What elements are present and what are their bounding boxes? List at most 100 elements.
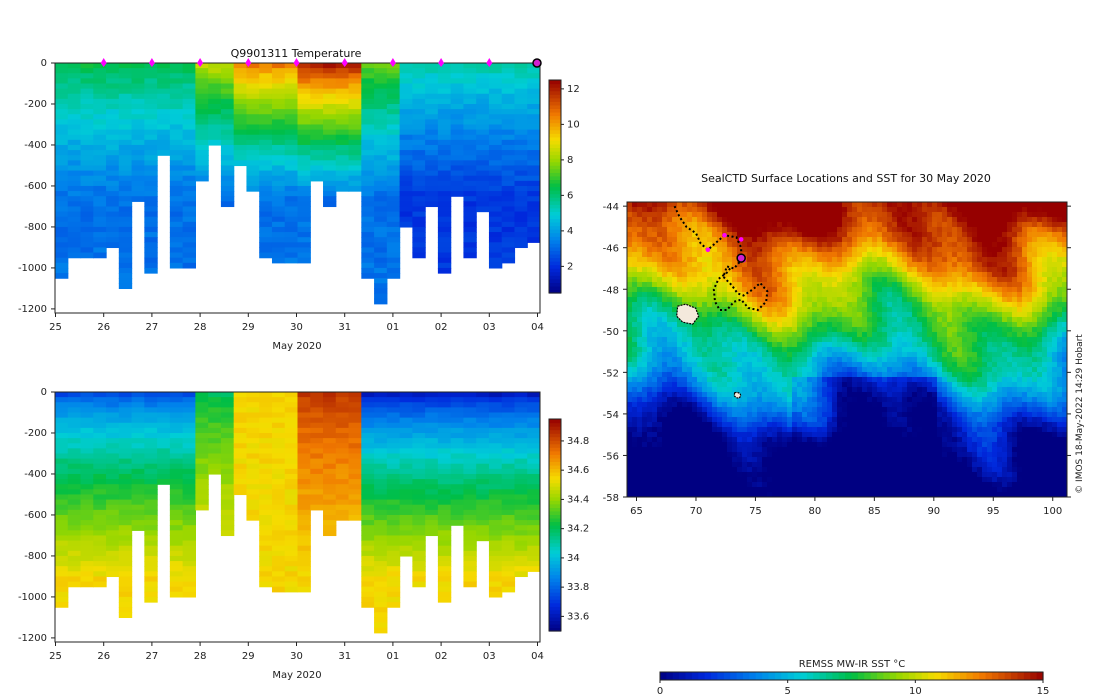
profile-cell <box>399 458 413 465</box>
profile-cell <box>106 555 120 562</box>
sst-pixel <box>997 267 1003 273</box>
profile-cell <box>323 448 337 455</box>
profile-cell <box>93 124 107 131</box>
sst-pixel <box>642 272 648 278</box>
colorbar-segment <box>549 613 561 618</box>
profile-cell <box>374 397 388 403</box>
profile-cell <box>399 191 413 197</box>
profile-cell <box>55 530 69 537</box>
profile-cell <box>284 463 299 470</box>
profile-cell <box>182 448 196 455</box>
sst-pixel <box>657 312 663 318</box>
sst-pixel <box>937 317 943 323</box>
sst-pixel <box>667 207 673 213</box>
colorbar-segment <box>549 268 561 273</box>
sst-pixel <box>822 222 828 228</box>
sst-pixel <box>717 287 723 293</box>
profile-cell <box>118 443 133 449</box>
colorbar-segment <box>549 136 561 141</box>
profile-cell <box>118 484 133 490</box>
sst-pixel <box>747 317 753 323</box>
sst-pixel <box>632 262 638 268</box>
profile-cell <box>144 262 158 269</box>
sst-pixel <box>972 312 978 318</box>
profile-cell <box>284 257 299 264</box>
sst-pixel <box>922 272 928 278</box>
sst-pixel <box>847 202 853 208</box>
profile-cell <box>284 581 299 588</box>
profile-cell <box>514 540 528 547</box>
sst-pixel <box>947 277 953 283</box>
profile-cell <box>527 432 540 439</box>
sst-pixel <box>1002 222 1008 228</box>
profile-cell <box>80 514 94 521</box>
sst-pixel <box>1007 202 1013 208</box>
profile-cell <box>425 514 439 521</box>
sst-pixel <box>952 307 958 313</box>
sst-pixel <box>852 262 858 268</box>
profile-cell <box>297 571 311 578</box>
sst-pixel <box>922 277 928 283</box>
profile-cell <box>323 180 337 187</box>
profile-cell <box>144 144 158 151</box>
profile-cell <box>259 479 273 485</box>
profile-cell <box>131 103 145 110</box>
profile-cell <box>488 571 503 578</box>
profile-cell <box>335 103 350 110</box>
profile-cell <box>386 88 401 95</box>
sst-pixel <box>792 227 798 233</box>
profile-cell <box>195 468 209 475</box>
profile-cell <box>67 576 82 583</box>
sst-pixel <box>912 242 918 248</box>
profile-cell <box>118 596 133 603</box>
profile-cell <box>93 402 107 408</box>
profile-cell <box>514 129 528 136</box>
profile-cell <box>169 252 184 259</box>
sst-pixel <box>767 242 773 248</box>
sst-pixel <box>812 252 818 258</box>
profile-cell <box>271 63 286 69</box>
profile-cell <box>412 83 426 90</box>
sst-pixel <box>772 227 778 233</box>
sst-pixel <box>1047 302 1053 308</box>
profile-cell <box>195 78 209 85</box>
profile-cell <box>399 514 413 521</box>
profile-cell <box>437 98 452 105</box>
sst-pixel <box>807 297 813 303</box>
sst-pixel <box>967 322 973 328</box>
profile-cell <box>284 103 299 110</box>
profile-cell <box>118 114 133 120</box>
sst-pixel <box>777 202 783 208</box>
profile-cell <box>412 432 426 439</box>
sst-pixel <box>702 217 708 223</box>
sst-pixel <box>942 212 948 218</box>
sst-pixel <box>687 297 693 303</box>
profile-cell <box>233 68 248 74</box>
sst-pixel <box>807 322 813 328</box>
profile-cell <box>271 473 286 480</box>
sst-pixel <box>667 312 673 318</box>
profile-cell <box>361 98 375 105</box>
sst-pixel <box>1002 292 1008 298</box>
sst-pixel <box>852 272 858 278</box>
profile-cell <box>297 407 311 414</box>
profile-cell <box>93 438 107 444</box>
profile-cell <box>310 422 324 429</box>
sst-pixel <box>1002 272 1008 278</box>
profile-cell <box>450 114 465 120</box>
sst-pixel <box>882 272 888 278</box>
sst-pixel <box>927 307 933 313</box>
sst-pixel <box>737 212 743 218</box>
sst-pixel <box>1057 287 1063 293</box>
profile-cell <box>463 211 477 218</box>
sst-pixel <box>902 262 908 268</box>
sst-pixel <box>797 302 803 308</box>
sst-pixel <box>997 272 1003 278</box>
sst-pixel <box>997 237 1003 243</box>
profile-cell <box>425 407 439 414</box>
profile-cell <box>386 509 401 516</box>
colorbar-segment <box>549 101 561 106</box>
sst-pixel <box>712 217 718 223</box>
sst-pixel <box>1007 237 1013 243</box>
sst-pixel <box>852 237 858 243</box>
